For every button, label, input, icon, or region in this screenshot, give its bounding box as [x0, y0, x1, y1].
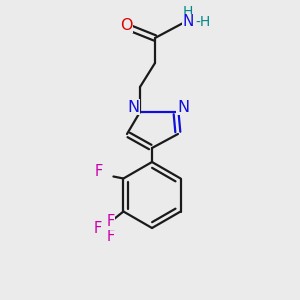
Text: F: F — [94, 164, 103, 179]
Text: O: O — [120, 17, 132, 32]
Text: H: H — [183, 5, 193, 19]
Text: -H: -H — [195, 15, 210, 29]
Text: N: N — [177, 100, 189, 115]
Text: F: F — [106, 229, 115, 244]
Text: N: N — [182, 14, 194, 29]
Text: F: F — [93, 221, 101, 236]
Text: F: F — [106, 214, 115, 229]
Text: N: N — [127, 100, 139, 115]
